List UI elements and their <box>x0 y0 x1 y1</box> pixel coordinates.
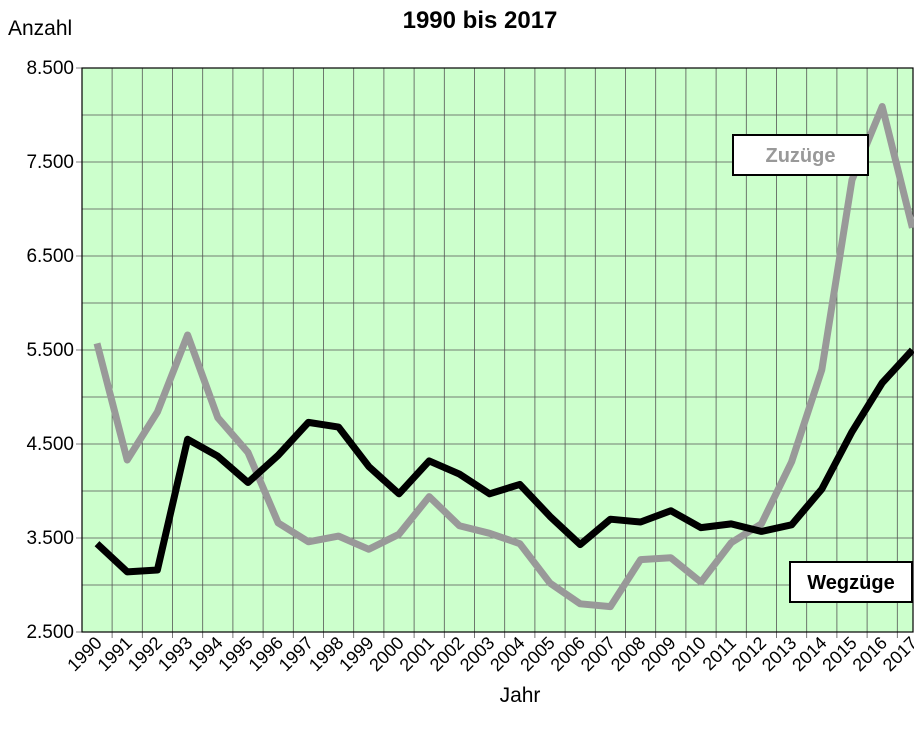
chart-title: 1990 bis 2017 <box>403 7 558 34</box>
series-line <box>93 103 914 611</box>
series-line <box>94 347 914 576</box>
x-axis-label: Jahr <box>500 684 541 707</box>
legend-box <box>732 134 869 176</box>
legend-box <box>789 561 913 603</box>
legend-label: Zuzüge <box>766 145 836 167</box>
legend-label: Wegzüge <box>807 572 894 594</box>
y-tick-label: 4.500 <box>26 434 74 455</box>
y-axis-label: Anzahl <box>8 17 72 40</box>
y-tick-label: 3.500 <box>26 528 74 549</box>
x-tick-label: 2017 <box>879 633 914 675</box>
y-tick-label: 5.500 <box>26 340 74 361</box>
y-tick-label: 7.500 <box>26 152 74 173</box>
y-tick-label: 6.500 <box>26 246 74 267</box>
y-tick-label: 2.500 <box>26 622 74 643</box>
y-tick-label: 8.500 <box>26 58 74 79</box>
plot-border <box>81 67 914 633</box>
